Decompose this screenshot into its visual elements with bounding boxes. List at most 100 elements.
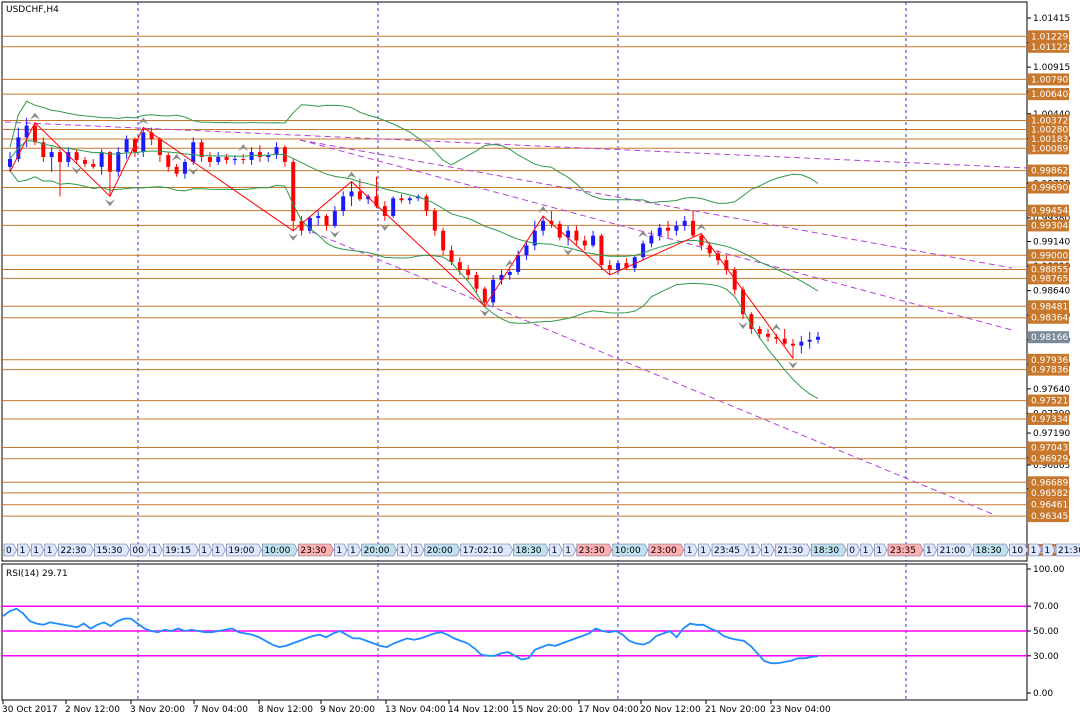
session-label-box	[226, 543, 262, 557]
session-label: 21:00	[940, 546, 966, 556]
session-label: 1	[47, 546, 53, 556]
candle-body	[307, 217, 312, 231]
candle-body	[91, 163, 96, 167]
price-axis-label: 0.97190	[1033, 429, 1070, 439]
session-label-box	[262, 543, 298, 557]
session-label-box	[923, 543, 937, 557]
level-price-tag	[1028, 452, 1069, 465]
fractal-down-arrow	[188, 167, 199, 175]
candle-body	[316, 215, 321, 218]
fractal-up-arrow	[346, 171, 357, 179]
session-label: 1	[926, 546, 932, 556]
candle-body	[474, 274, 479, 289]
candle-body	[574, 230, 579, 241]
fractal-up-arrow	[538, 205, 549, 213]
level-price-tag	[1028, 353, 1069, 366]
level-price-tag-label: 1.00280	[1031, 126, 1068, 136]
level-price-tag	[1028, 40, 1069, 53]
bollinger-middle-band	[9, 140, 819, 292]
candle-body	[591, 235, 596, 246]
candle-body	[341, 196, 346, 212]
fractal-down-arrow	[563, 248, 574, 256]
session-label-box	[684, 543, 698, 557]
session-label: 19:00	[228, 546, 254, 556]
fractal-down-arrow	[71, 166, 82, 174]
session-label: 1	[565, 546, 571, 556]
candle-body	[232, 158, 237, 160]
session-label: 23:30	[579, 546, 605, 556]
session-label: 0	[849, 546, 855, 556]
fractal-up-arrow	[638, 230, 649, 238]
price-axis-label: 1.01415	[1033, 14, 1070, 24]
candle-body	[532, 230, 537, 246]
session-label-box	[44, 543, 58, 557]
session-label: 10:00	[615, 546, 641, 556]
level-price-tag-label: 0.99304	[1031, 221, 1068, 231]
session-label: 22:30	[60, 546, 86, 556]
session-label: 1	[152, 546, 158, 556]
candle-body	[191, 142, 196, 162]
time-axis-label: 23 Nov 04:00	[770, 705, 831, 715]
session-label-box	[30, 543, 45, 557]
session-label: 20:00	[364, 546, 390, 556]
level-price-tag-label: 0.96929	[1031, 455, 1068, 465]
session-label-box	[747, 543, 761, 557]
session-label-box	[698, 543, 712, 557]
bollinger-lower-band	[9, 170, 819, 399]
session-label-box	[347, 543, 361, 557]
level-price-tag	[1028, 498, 1069, 511]
candle-body	[391, 198, 396, 216]
zigzag-line	[9, 121, 794, 359]
level-price-tag-label: 0.99862	[1031, 167, 1068, 177]
level-price-tag-label: 0.99454	[1031, 207, 1068, 217]
level-price-tag-label: 1.00372	[1031, 116, 1068, 126]
session-label: 18:30	[813, 546, 839, 556]
candle-body	[257, 152, 262, 158]
session-label: 1	[400, 546, 406, 556]
candle-body	[757, 328, 762, 334]
candle-body	[424, 196, 429, 212]
session-label-box	[1055, 543, 1080, 557]
level-price-tag-label: 0.97936	[1031, 356, 1068, 366]
session-label: 19:15	[165, 546, 191, 556]
candle-body	[41, 142, 46, 158]
candle-body	[641, 243, 646, 258]
candle-body	[374, 196, 379, 207]
session-label: 23:45	[714, 546, 740, 556]
candle-body	[299, 220, 304, 231]
session-label-box	[860, 543, 874, 557]
chart-title: USDCHF,H4	[6, 5, 59, 15]
level-price-tag-label: 0.99690	[1031, 183, 1068, 193]
candle-body	[107, 152, 112, 172]
candle-body	[349, 191, 354, 197]
level-price-tag-label: 0.98481	[1031, 302, 1068, 312]
session-label: 21:30	[777, 546, 803, 556]
session-label-box	[612, 543, 649, 557]
price-axis-label: 0.99140	[1033, 238, 1070, 248]
candle-body	[766, 333, 771, 337]
fractal-down-arrow	[288, 233, 299, 241]
session-label: 0	[6, 546, 12, 556]
candle-body	[666, 227, 671, 231]
level-price-tag	[1028, 272, 1069, 285]
session-label: 1	[336, 546, 342, 556]
candle-body	[682, 220, 687, 226]
session-label-box	[1009, 543, 1029, 557]
session-label: 23:00	[651, 546, 677, 556]
session-label-box	[397, 543, 411, 557]
candle-body	[216, 157, 221, 162]
candle-body	[66, 152, 71, 162]
candle-body	[732, 270, 737, 290]
candle-body	[749, 314, 754, 329]
fractal-down-arrow	[104, 199, 115, 207]
candle-body	[332, 211, 337, 226]
candle-body	[691, 220, 696, 236]
session-label: 1	[1044, 546, 1050, 556]
session-label: 1	[215, 546, 221, 556]
candle-body	[507, 271, 512, 275]
session-label-box	[334, 543, 348, 557]
level-price-tag	[1028, 164, 1069, 177]
session-label-box	[94, 543, 130, 557]
session-label-box	[3, 543, 17, 557]
session-label-box	[1028, 543, 1042, 557]
